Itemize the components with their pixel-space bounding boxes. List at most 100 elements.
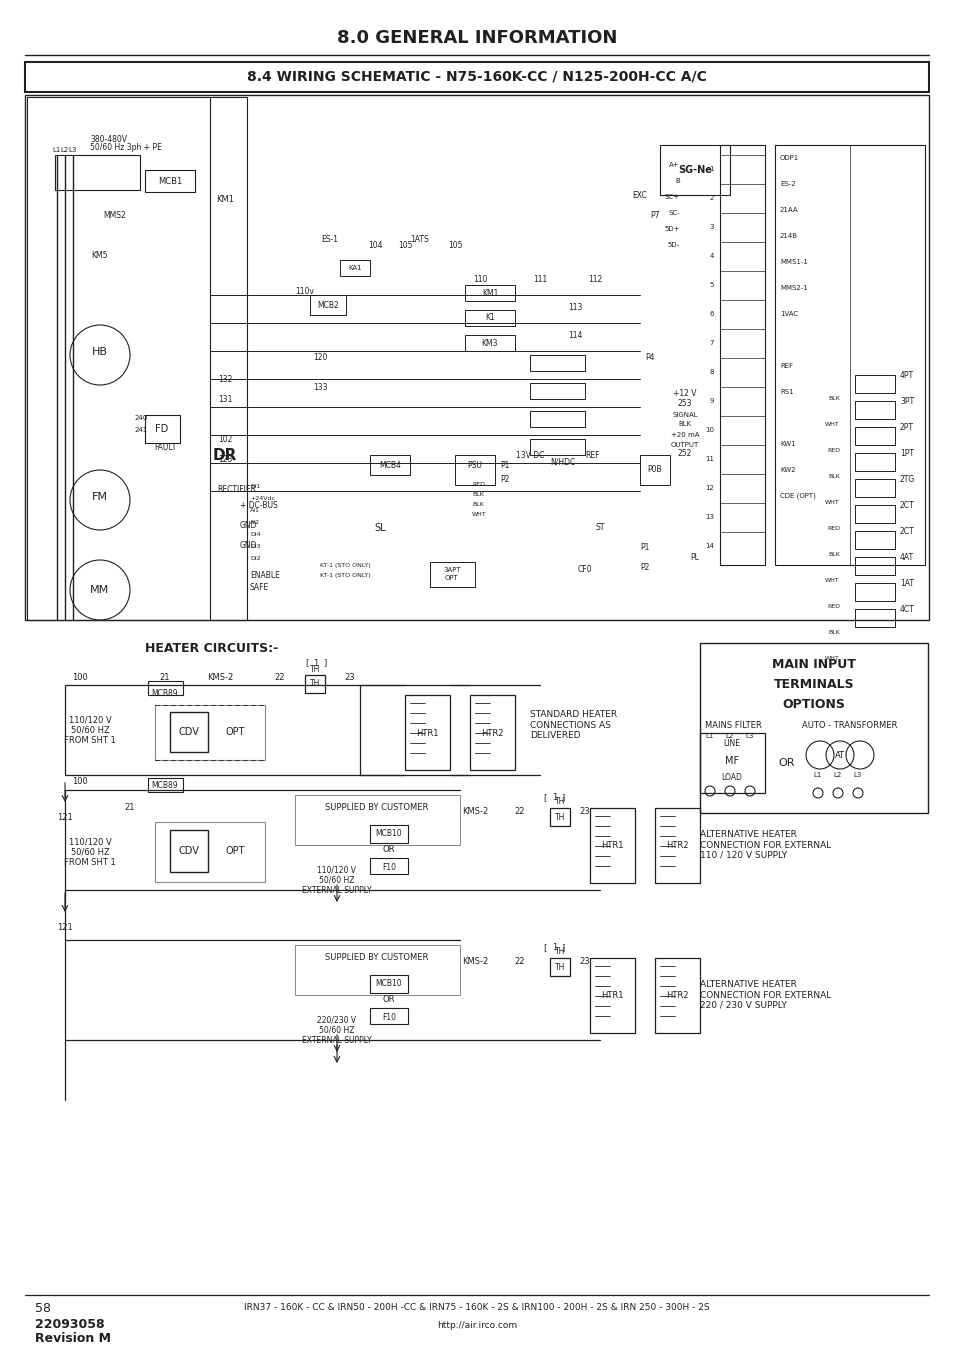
Bar (589, 809, 635, 883)
Text: 1: 1 (313, 659, 318, 667)
Text: AUTO - TRANSFORMER: AUTO - TRANSFORMER (801, 721, 897, 729)
Text: N/HDC: N/HDC (550, 458, 575, 467)
Text: TH: TH (555, 813, 564, 822)
Bar (148, 680, 183, 695)
Text: KMS-2: KMS-2 (207, 672, 233, 682)
Text: 6: 6 (709, 310, 713, 317)
Text: 105: 105 (447, 240, 462, 250)
Bar (370, 975, 408, 994)
Text: 131: 131 (218, 396, 233, 405)
Text: 214B: 214B (780, 234, 797, 239)
Text: 132: 132 (218, 375, 233, 385)
Text: 50/60 Hz 3ph + PE: 50/60 Hz 3ph + PE (90, 143, 162, 153)
Bar (294, 795, 459, 845)
Text: FM: FM (91, 491, 108, 502)
Bar (154, 822, 265, 882)
Text: LOAD: LOAD (720, 774, 741, 783)
Text: MMS2: MMS2 (104, 211, 126, 220)
Text: 13: 13 (704, 514, 713, 520)
Text: 111: 111 (533, 275, 547, 285)
Text: 110/120 V
50/60 HZ
EXTERNAL SUPPLY: 110/120 V 50/60 HZ EXTERNAL SUPPLY (302, 865, 372, 895)
Text: OPTIONS: OPTIONS (781, 698, 844, 711)
Bar (774, 144, 924, 566)
Text: REF: REF (780, 363, 792, 369)
Text: KM1: KM1 (481, 289, 497, 297)
Text: ]: ] (560, 944, 564, 953)
Text: 5D+: 5D+ (664, 225, 679, 232)
Text: 105: 105 (397, 240, 412, 250)
Text: PL: PL (690, 554, 699, 563)
Text: Di4: Di4 (250, 532, 260, 536)
Bar (430, 562, 475, 587)
Text: KT-1 (STO ONLY): KT-1 (STO ONLY) (319, 572, 371, 578)
Text: L3: L3 (853, 772, 862, 778)
Text: 2TG: 2TG (899, 474, 914, 483)
Bar (550, 809, 569, 826)
Text: WHT: WHT (824, 578, 840, 582)
Text: SL: SL (374, 522, 385, 533)
Text: OUTPUT: OUTPUT (670, 441, 699, 448)
Text: 8.4 WIRING SCHEMATIC - N75-160K-CC / N125-200H-CC A/C: 8.4 WIRING SCHEMATIC - N75-160K-CC / N12… (247, 70, 706, 84)
Text: 5D-: 5D- (667, 242, 679, 248)
Text: CDV: CDV (178, 846, 199, 856)
Text: EXC: EXC (632, 190, 647, 200)
Text: 121: 121 (57, 923, 72, 933)
Bar (55, 155, 140, 190)
Bar (700, 643, 927, 813)
Text: 22: 22 (515, 807, 525, 817)
Text: 21: 21 (159, 672, 170, 682)
Text: P2: P2 (499, 475, 509, 485)
Text: MCB2: MCB2 (316, 301, 338, 309)
Text: 4: 4 (709, 252, 713, 259)
Text: 1: 1 (709, 166, 713, 171)
Text: TERMINALS: TERMINALS (773, 679, 854, 691)
Bar (530, 439, 584, 455)
Text: 21: 21 (125, 803, 135, 813)
Text: HTR2: HTR2 (480, 729, 503, 737)
Text: OR: OR (382, 845, 395, 855)
Text: SUPPLIED BY CUSTOMER: SUPPLIED BY CUSTOMER (325, 803, 428, 813)
Text: +12 V: +12 V (673, 389, 696, 397)
Text: TH: TH (310, 679, 320, 688)
Text: KM5: KM5 (91, 251, 108, 259)
Text: L2: L2 (61, 147, 69, 153)
Text: +20 mA: +20 mA (670, 432, 699, 437)
Text: P4: P4 (644, 354, 654, 363)
Text: WHT: WHT (472, 513, 486, 517)
Bar (854, 401, 894, 418)
Text: L3: L3 (69, 147, 77, 153)
Text: BLK: BLK (827, 396, 840, 401)
Text: WHT: WHT (824, 500, 840, 505)
Text: WHT: WHT (824, 421, 840, 427)
Text: 113: 113 (567, 304, 581, 312)
Text: 5: 5 (709, 282, 713, 288)
Text: 23: 23 (579, 957, 590, 967)
Text: BLK: BLK (827, 474, 840, 478)
Text: TH: TH (310, 664, 320, 674)
Text: CF0: CF0 (578, 566, 592, 575)
Bar (455, 455, 495, 485)
Text: 4PT: 4PT (899, 370, 913, 379)
Text: RED: RED (826, 603, 840, 609)
Text: ST: ST (595, 524, 604, 532)
Bar (148, 778, 183, 792)
Bar (405, 695, 450, 769)
Bar (310, 296, 346, 315)
Text: 1ATS: 1ATS (410, 235, 429, 244)
Bar (854, 479, 894, 497)
Text: SUPPLIED BY CUSTOMER: SUPPLIED BY CUSTOMER (325, 953, 428, 963)
Text: HTR1: HTR1 (600, 991, 622, 1000)
Bar (854, 558, 894, 575)
Bar (854, 454, 894, 471)
Text: ]: ] (560, 794, 564, 802)
Text: GND: GND (240, 521, 257, 529)
Bar (339, 261, 370, 275)
Bar (854, 583, 894, 601)
Bar (370, 859, 408, 873)
Text: 120: 120 (313, 354, 327, 363)
Text: OPT: OPT (225, 728, 245, 737)
Text: IRN37 - 160K - CC & IRN50 - 200H -CC & IRN75 - 160K - 2S & IRN100 - 200H - 2S & : IRN37 - 160K - CC & IRN50 - 200H -CC & I… (244, 1304, 709, 1312)
Text: P1: P1 (639, 544, 649, 552)
Bar (700, 733, 764, 792)
Bar (854, 375, 894, 393)
